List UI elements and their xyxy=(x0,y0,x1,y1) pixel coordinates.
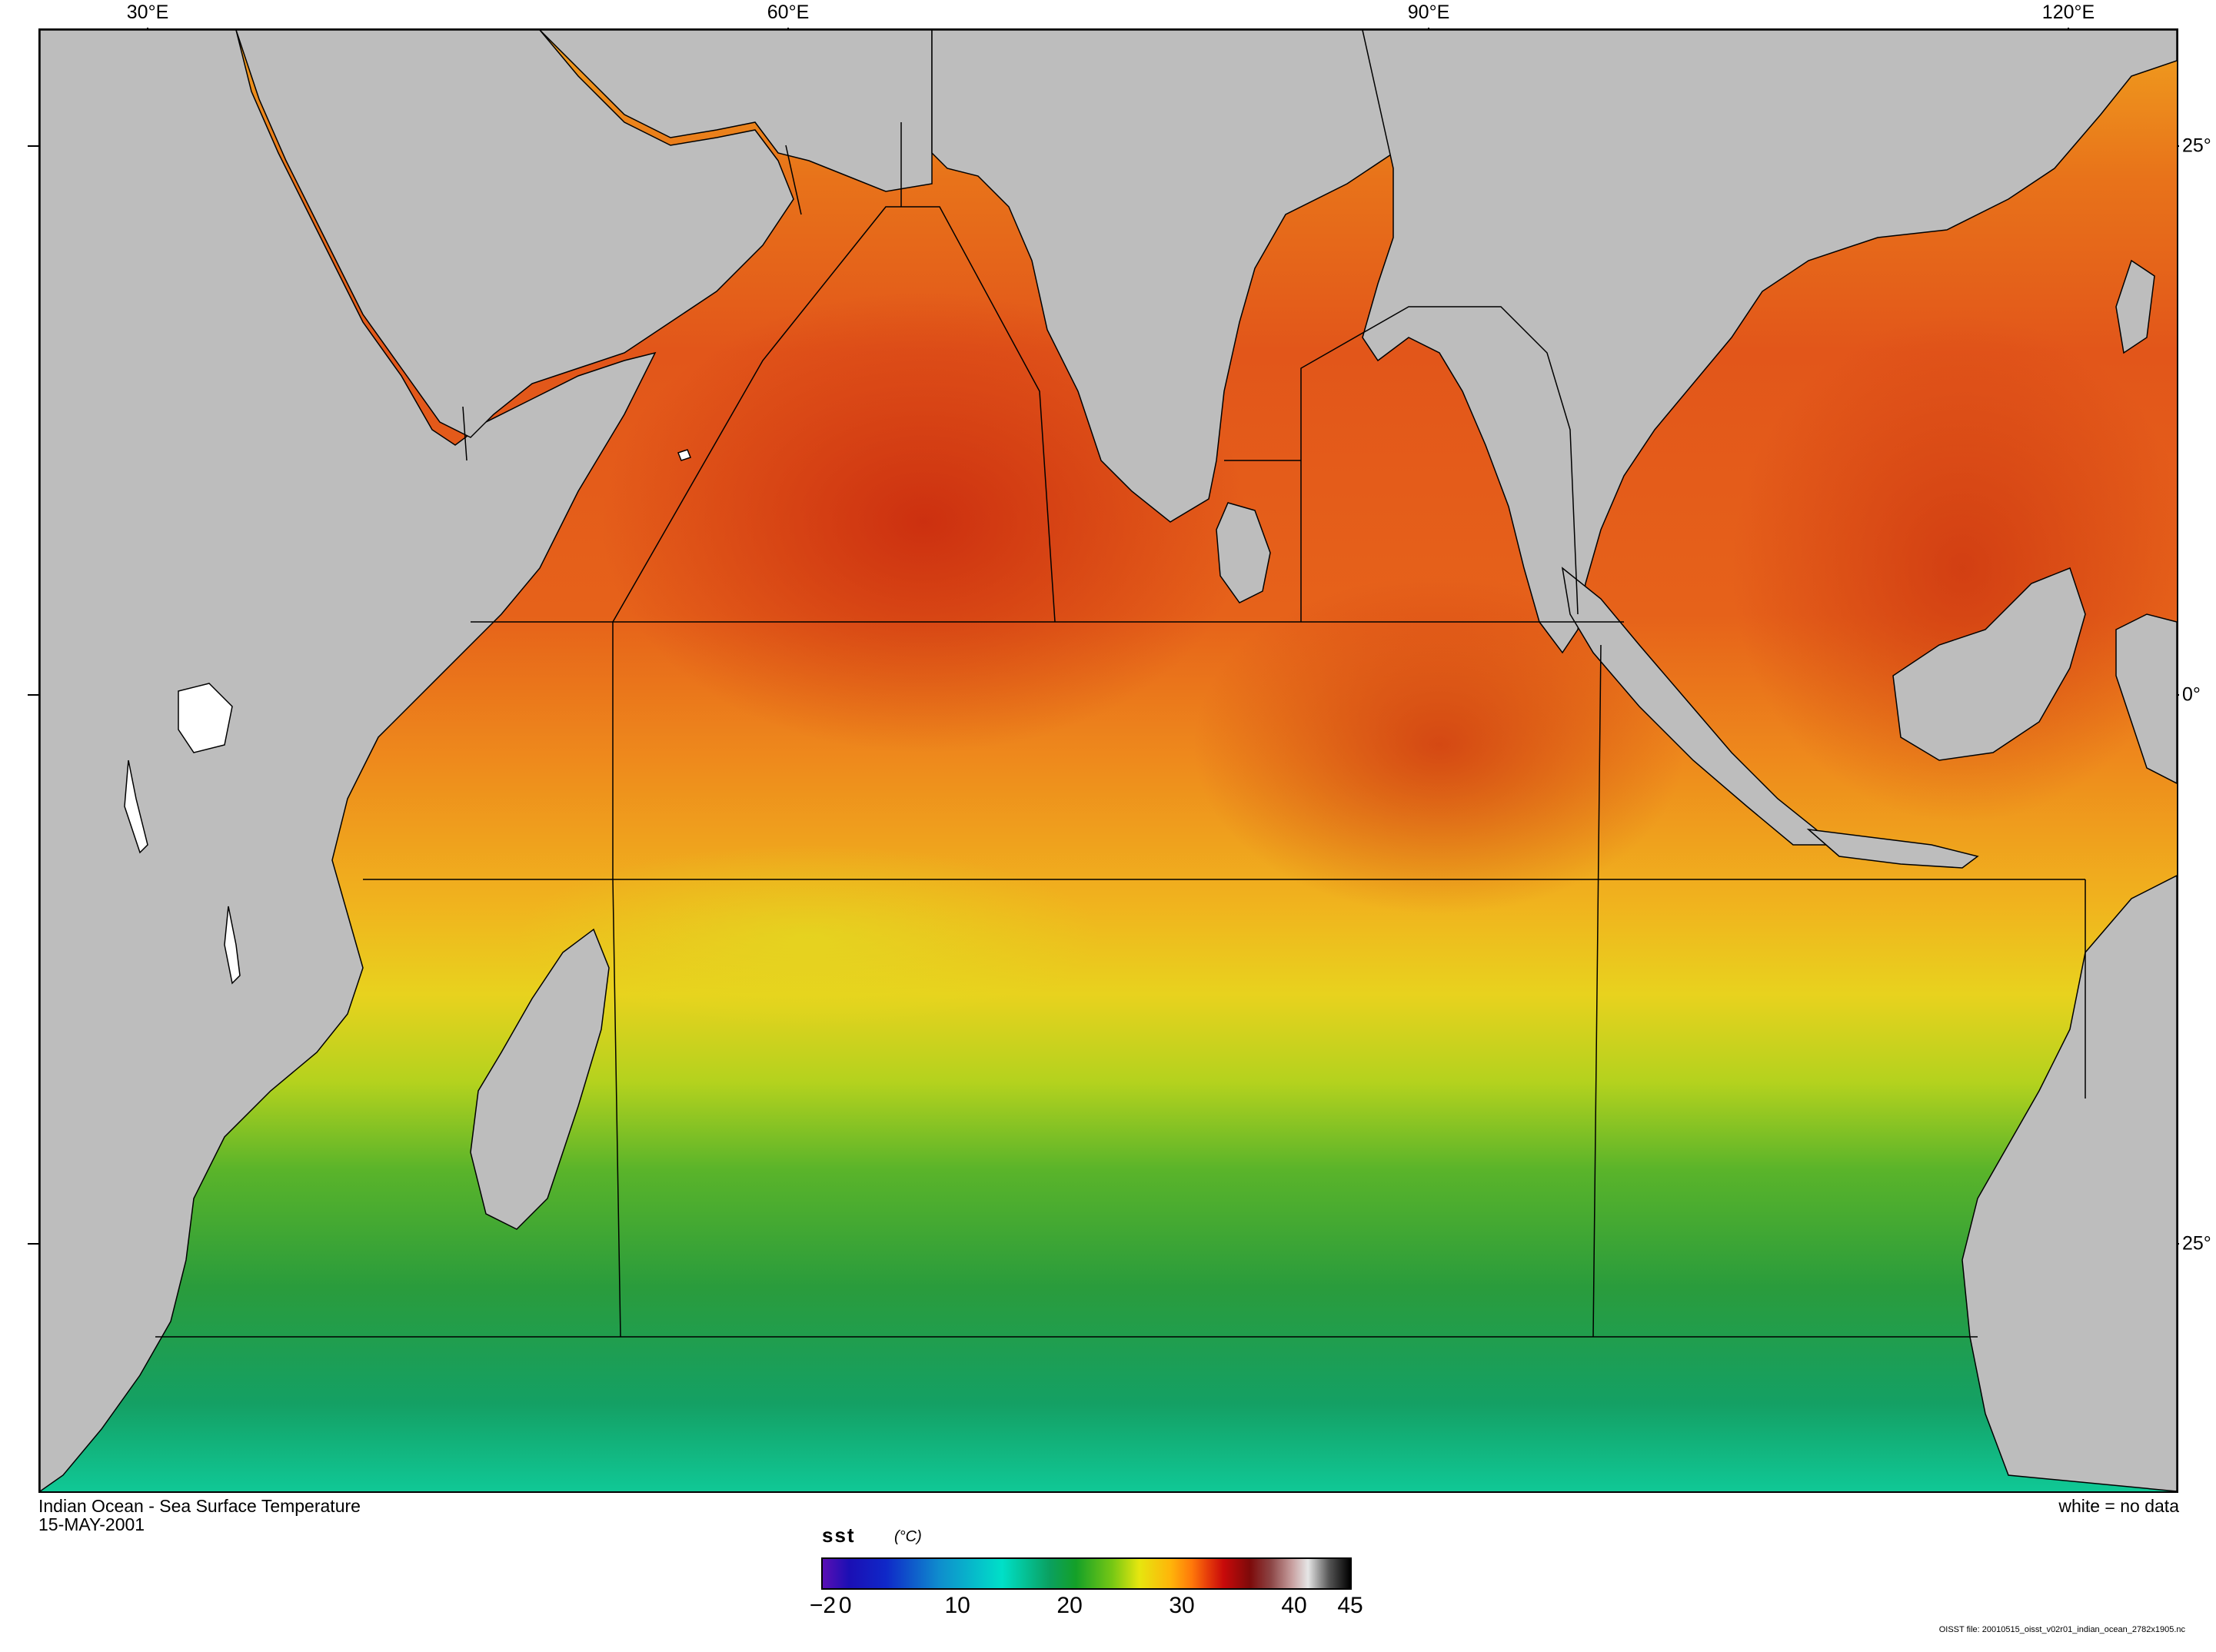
lat-label-25s: 25° xyxy=(2182,1232,2211,1255)
land-se-asia xyxy=(1362,30,2177,654)
no-data-patch xyxy=(178,683,233,753)
colorbar-tick-label: 40 xyxy=(1281,1593,1307,1618)
land-arabia xyxy=(235,30,794,438)
land-india xyxy=(931,30,1394,523)
colorbar-unit: (°C) xyxy=(894,1528,922,1545)
lon-label-30e: 30°E xyxy=(126,2,169,23)
no-data-patch xyxy=(224,906,241,985)
region-boundary xyxy=(462,406,467,461)
region-boundary xyxy=(612,622,621,1338)
lat-tick xyxy=(28,1243,38,1245)
land-borneo xyxy=(1892,567,2086,761)
lon-label-120e: 120°E xyxy=(2041,2,2095,23)
lat-tick xyxy=(28,145,38,147)
no-data-note: white = no data xyxy=(2058,1496,2179,1516)
no-data-areas xyxy=(124,449,691,985)
land-madagascar xyxy=(470,928,610,1230)
colorbar xyxy=(821,1557,1352,1590)
colorbar-tick-label: 30 xyxy=(1169,1593,1195,1618)
lat-label-25n: 25° xyxy=(2182,135,2211,157)
warm-anomaly xyxy=(1732,314,2177,822)
map-title: Indian Ocean - Sea Surface Temperature xyxy=(38,1496,361,1516)
lon-label-60e: 60°E xyxy=(767,2,810,23)
colorbar-tick-label: 20 xyxy=(1056,1593,1083,1618)
landmasses xyxy=(40,30,2177,1491)
land-iran-pakistan xyxy=(538,30,933,192)
cool-anomaly xyxy=(517,845,1101,1029)
source-file-note: OISST file: 20010515_oisst_v02r01_indian… xyxy=(1938,1625,2185,1634)
map-date: 15-MAY-2001 xyxy=(38,1514,145,1534)
land-philippines xyxy=(2115,259,2155,354)
no-data-patch xyxy=(677,449,691,461)
colorbar-tick-label: −2 xyxy=(809,1593,837,1618)
land-sulawesi xyxy=(2115,613,2177,784)
lon-label-90e: 90°E xyxy=(1407,2,1450,23)
colorbar-tick-label: 45 xyxy=(1337,1593,1363,1618)
lat-label-0: 0° xyxy=(2182,683,2201,706)
region-boundary xyxy=(1592,644,1602,1338)
lat-tick xyxy=(28,694,38,696)
region-boundaries xyxy=(155,122,2086,1338)
region-boundary xyxy=(612,206,1056,623)
colorbar-tick-label: 10 xyxy=(944,1593,970,1618)
sst-map-svg xyxy=(40,30,2177,1491)
region-boundary xyxy=(1300,306,1579,622)
colorbar-variable: sst xyxy=(822,1524,856,1547)
land-java xyxy=(1806,828,1979,869)
warm-anomaly xyxy=(1193,576,1685,914)
region-boundary xyxy=(785,145,802,215)
land-africa xyxy=(40,30,657,1491)
no-data-patch xyxy=(124,760,148,854)
land-sri-lanka xyxy=(1216,502,1271,603)
colorbar-tick-label: 0 xyxy=(838,1593,852,1618)
sst-map xyxy=(38,28,2178,1493)
